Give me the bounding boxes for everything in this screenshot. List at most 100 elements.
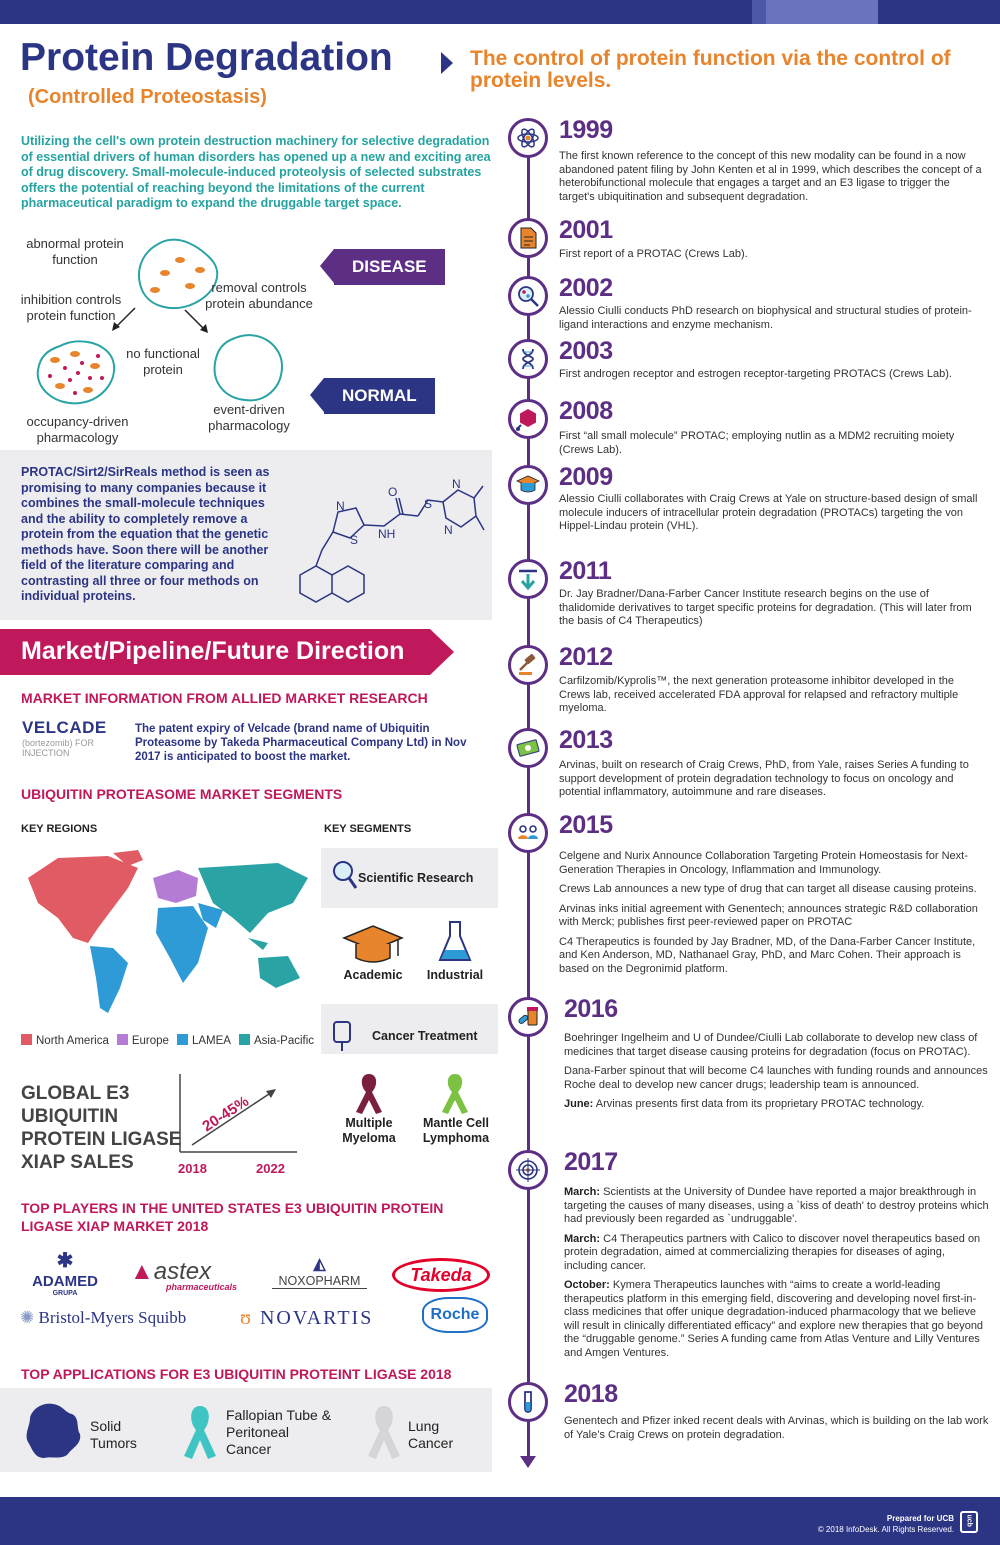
document-icon <box>508 218 548 258</box>
seg-cancer-label: Cancer Treatment <box>372 1029 478 1043</box>
timeline-text: First “all small molecule” PROTAC; emplo… <box>559 430 984 463</box>
timeline-text: Genentech and Pfizer inked recent deals … <box>564 1415 989 1448</box>
flask-icon <box>438 921 472 961</box>
test-tube-icon <box>508 1382 548 1422</box>
legend-north-america: North America <box>21 1034 109 1047</box>
molecule-structure-icon: S N NH O S N N <box>299 477 485 603</box>
solid-tumor-icon <box>26 1403 81 1458</box>
allied-heading: MARKET INFORMATION FROM ALLIED MARKET RE… <box>21 690 428 706</box>
atom-o: O <box>388 485 397 499</box>
top-bar <box>0 0 1000 24</box>
velcade-logo: VELCADE (bortezomib) FOR INJECTION <box>22 718 107 758</box>
prepared-for: Prepared for UCB <box>886 1514 954 1523</box>
graduation-cap-icon <box>508 465 548 505</box>
occupancy-label: occupancy-driven pharmacology <box>26 414 129 445</box>
atom-n3: N <box>444 523 453 537</box>
no-functional-label: no functional protein <box>126 346 200 377</box>
timeline-year: 2002 <box>559 274 613 302</box>
legend-asia-pacific: Asia-Pacific <box>238 1034 314 1047</box>
target-icon <box>508 1150 548 1190</box>
seg-academic-label: Academic <box>343 968 403 982</box>
year-start: 2018 <box>178 1161 207 1176</box>
atom-nh: NH <box>378 527 395 541</box>
magnifier-molecule-icon <box>508 276 548 316</box>
timeline-text: Carfilzomib/Kyprolis™, the next generati… <box>559 675 984 722</box>
patent-text: The patent expiry of Velcade (brand name… <box>135 723 467 763</box>
apps-box <box>0 1388 492 1472</box>
gray-ribbon-icon <box>368 1406 400 1459</box>
protein-diagram <box>36 238 284 405</box>
timeline-paragraph: Genentech and Pfizer inked recent deals … <box>564 1415 989 1441</box>
timeline-year: 2016 <box>564 995 618 1023</box>
protac-text: PROTAC/Sirt2/SirReals method is seen as … <box>21 465 270 603</box>
timeline-paragraph: Boehringer Ingelheim and U of Dundee/Ciu… <box>564 1032 978 1058</box>
timeline-text: Arvinas, built on research of Craig Crew… <box>559 759 984 806</box>
timeline-text: Alessio Ciulli collaborates with Craig C… <box>559 493 984 540</box>
timeline-year: 2008 <box>559 397 613 425</box>
intro-text: Utilizing the cell's own protein destruc… <box>21 134 491 210</box>
legend-europe: Europe <box>116 1034 169 1047</box>
takeda-logo: Takeda <box>392 1258 490 1292</box>
timeline-paragraph: October: Kymera Therapeutics launches wi… <box>564 1279 984 1359</box>
protac-box <box>0 450 492 620</box>
bms-logo: ✺ Bristol-Myers Squibb <box>20 1308 187 1327</box>
timeline-text: Celgene and Nurix Announce Collaboration… <box>559 850 984 982</box>
astex-logo: ▲astex pharmaceuticals <box>130 1258 238 1292</box>
app-solid-label: Solid Tumors <box>90 1418 137 1451</box>
e3-sales-label: GLOBAL E3 UBIQUITIN PROTEIN LIGASE XIAP SAL… <box>21 1083 182 1173</box>
timeline-year: 2013 <box>559 726 613 754</box>
atom-s1: S <box>350 533 358 547</box>
timeline-paragraph: Alessio Ciulli collaborates with Craig C… <box>559 493 978 532</box>
year-end: 2022 <box>256 1161 285 1176</box>
timeline-text: Alessio Ciulli conducts PhD research on … <box>559 305 984 338</box>
noxopharm-logo: ◭ NOXOPHARM <box>272 1254 367 1289</box>
abnormal-label: abnormal protein function <box>26 236 124 267</box>
tagline: The control of protein function via the … <box>470 47 951 92</box>
footer: Prepared for UCB © 2018 InfoDesk. All Ri… <box>0 1497 1000 1545</box>
timeline-paragraph: Carfilzomib/Kyprolis™, the next generati… <box>559 675 959 714</box>
timeline-paragraph: Alessio Ciulli conducts PhD research on … <box>559 305 972 331</box>
timeline-year: 2011 <box>559 557 612 585</box>
key-segments-label: KEY SEGMENTS <box>324 823 412 835</box>
timeline-year: 1999 <box>559 116 613 144</box>
timeline-paragraph: March: Scientists at the University of D… <box>564 1186 989 1225</box>
timeline-paragraph: Celgene and Nurix Announce Collaboration… <box>559 850 968 876</box>
timeline-text: First report of a PROTAC (Crews Lab). <box>559 248 984 268</box>
title-arrow-icon <box>441 52 453 74</box>
seg-myeloma-label: Multiple Myeloma <box>342 1116 396 1145</box>
myeloma-ribbon-icon <box>356 1074 382 1114</box>
map-legend: North America Europe LAMEA Asia-Pacific <box>21 1034 314 1047</box>
timeline-paragraph: First androgen receptor and estrogen rec… <box>559 368 952 380</box>
seg-scientific-label: Scientific Research <box>358 871 474 885</box>
down-arrow-icon <box>508 559 548 599</box>
timeline-arrow-icon <box>520 1456 536 1468</box>
app-fallopian-label: Fallopian Tube & Peritoneal Cancer <box>226 1407 332 1457</box>
growth-chart: 20-45% <box>179 1074 297 1153</box>
inhibition-label: inhibition controls protein function <box>20 292 122 323</box>
roche-logo: Roche <box>422 1297 488 1333</box>
timeline-text: The first known reference to the concept… <box>559 150 984 210</box>
lymphoma-ribbon-icon <box>442 1074 468 1114</box>
graduation-cap-icon <box>342 925 404 963</box>
timeline-paragraph: The first known reference to the concept… <box>559 150 982 203</box>
timeline-paragraph: Dr. Jay Bradner/Dana-Farber Cancer Insti… <box>559 588 972 627</box>
timeline-year: 2012 <box>559 643 613 671</box>
timeline-paragraph: C4 Therapeutics is founded by Jay Bradne… <box>559 935 976 975</box>
growth-label: 20-45% <box>199 1093 252 1135</box>
timeline-paragraph: Arvinas, built on research of Craig Crew… <box>559 759 969 798</box>
novartis-logo: ʊ NOVARTIS <box>240 1307 374 1329</box>
seg-industrial-label: Industrial <box>426 968 484 982</box>
atom-n1: N <box>336 499 345 513</box>
legend-lamea: LAMEA <box>176 1034 231 1047</box>
timeline-year: 2001 <box>559 216 613 244</box>
timeline-year: 2009 <box>559 463 613 491</box>
timeline-year: 2017 <box>564 1148 618 1176</box>
people-icon <box>508 813 548 853</box>
timeline-paragraph: Arvinas inks initial agreement with Gene… <box>559 902 978 929</box>
timeline-line <box>527 138 530 1460</box>
timeline-paragraph: Crews Lab announces a new type of drug t… <box>559 883 977 895</box>
timeline-year: 2003 <box>559 337 613 365</box>
atom-n2: N <box>452 477 461 491</box>
apps-heading: TOP APPLICATIONS FOR E3 UBIQUITIN PROTEI… <box>21 1366 452 1382</box>
iv-bag-icon <box>333 1021 351 1051</box>
